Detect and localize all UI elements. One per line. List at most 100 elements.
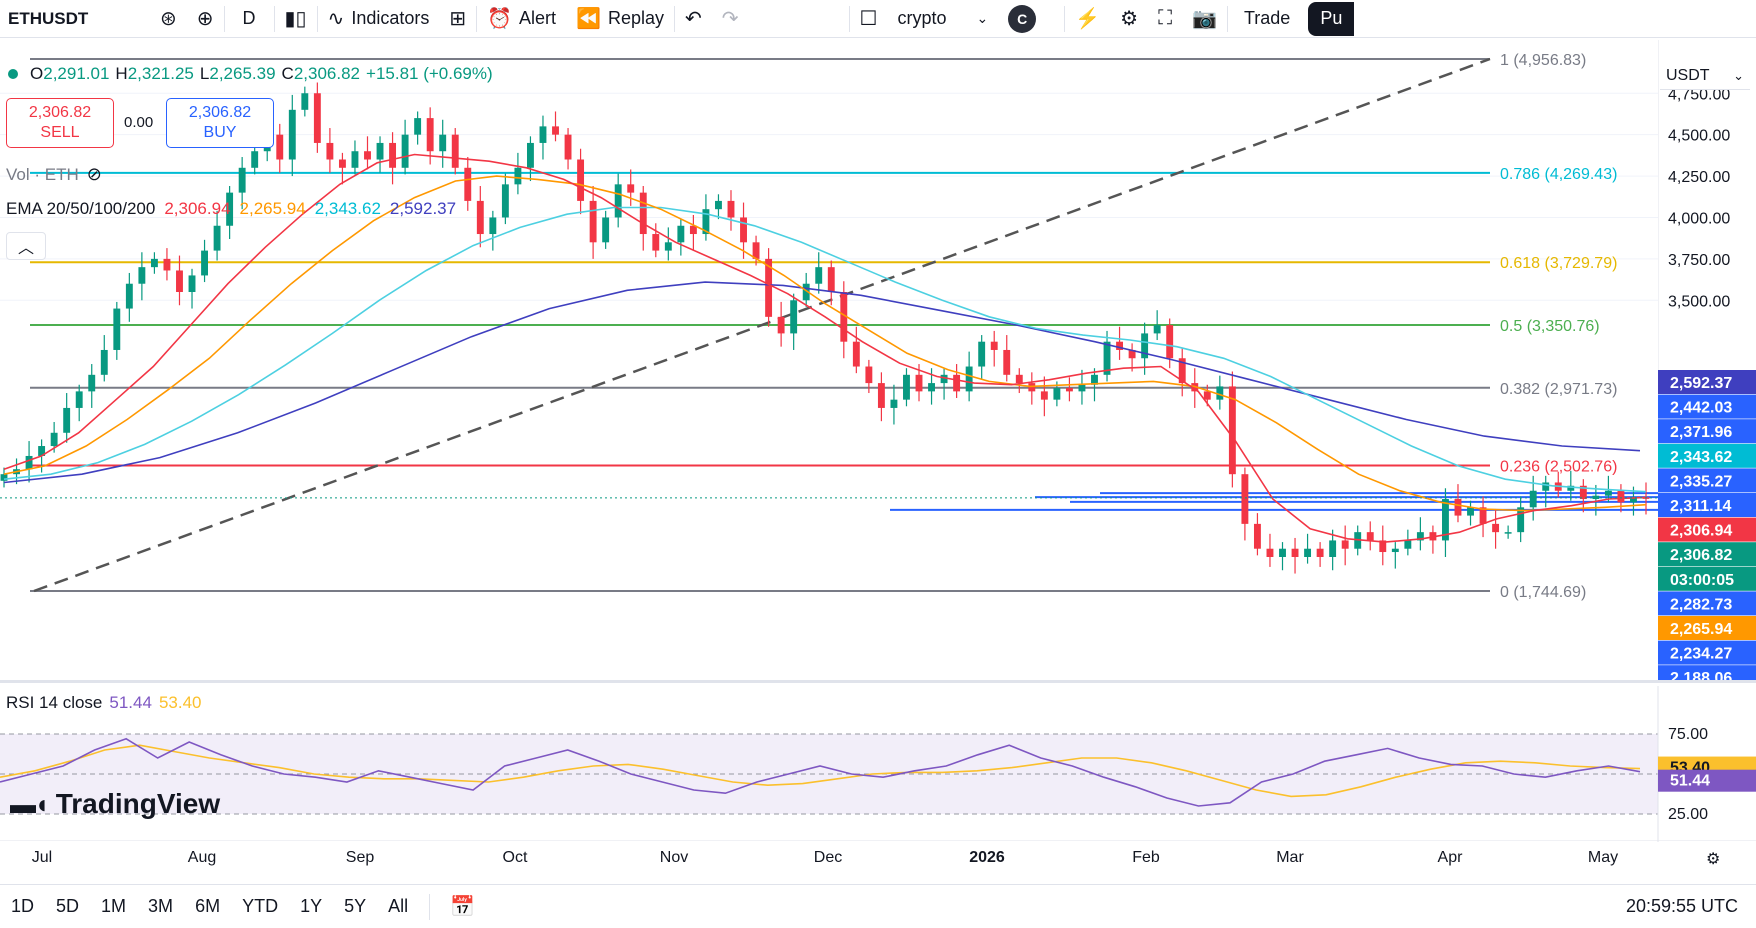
sell-button[interactable]: 2,306.82 SELL: [6, 98, 114, 148]
indicators-icon: ∿: [327, 8, 345, 30]
candle-body: [100, 349, 108, 375]
compare-button[interactable]: ⊛: [150, 0, 187, 38]
candle-body: [1228, 386, 1236, 475]
snapshot-button[interactable]: 📷: [1182, 0, 1227, 38]
range-button-6m[interactable]: 6M: [195, 896, 221, 916]
candle-body: [288, 109, 296, 160]
range-button-ytd[interactable]: YTD: [242, 896, 279, 916]
candle-body: [1341, 540, 1349, 549]
price-tag: [1658, 616, 1756, 640]
collapse-legend-button[interactable]: ︿: [6, 232, 46, 260]
candle-body: [1604, 490, 1612, 496]
candle-body: [1216, 386, 1224, 400]
range-button-3m[interactable]: 3M: [148, 896, 174, 916]
candle-body: [1015, 374, 1023, 384]
spread-value: 0.00: [124, 114, 154, 131]
candle-body: [1379, 540, 1387, 553]
bottom-toolbar: 1D 5D 1M 3M 6M YTD 1Y 5Y All 📅 20:59:55 UTC: [0, 884, 1756, 928]
layout-menu[interactable]: crypto ⌄: [887, 0, 998, 38]
trade-label: Trade: [1243, 8, 1291, 28]
pane-separator[interactable]: [0, 680, 1756, 683]
candle-body: [1141, 333, 1149, 359]
price-tag: [1658, 542, 1756, 567]
range-button-5d[interactable]: 5D: [56, 896, 80, 916]
ema-label: EMA 20/50/100/200: [6, 199, 156, 218]
candle-body: [1266, 548, 1274, 557]
tradingview-logo[interactable]: ▬◖ TradingView: [10, 788, 220, 820]
currency-selector[interactable]: USDT ⌄: [1660, 62, 1750, 90]
range-button-all[interactable]: All: [388, 896, 409, 916]
interval-button[interactable]: D: [225, 0, 274, 38]
candle-body: [238, 167, 246, 193]
trend-line: [33, 57, 1491, 593]
volume-legend[interactable]: Vol · ETH ⊘: [6, 164, 102, 185]
candle-body: [1178, 358, 1186, 384]
eye-hidden-icon[interactable]: ⊘: [86, 164, 102, 184]
publish-label: Pu: [1308, 1, 1355, 36]
range-button-5y[interactable]: 5Y: [344, 896, 367, 916]
range-button-1y[interactable]: 1Y: [300, 896, 323, 916]
candle-body: [577, 159, 585, 201]
rsi-value: 51.44: [109, 693, 152, 712]
candle-body: [1592, 495, 1600, 500]
indicators-button[interactable]: ∿ Indicators: [318, 0, 440, 38]
candle-body: [251, 151, 259, 168]
ema-legend[interactable]: EMA 20/50/100/200 2,306.94 2,265.94 2,34…: [6, 199, 456, 219]
ema20-line: [3, 153, 1647, 543]
range-button-1m[interactable]: 1M: [101, 896, 127, 916]
time-axis[interactable]: Jul Aug Sep Oct Nov Dec 2026 Feb Mar Apr May ⚙: [0, 840, 1756, 874]
price-axis[interactable]: 4,750.00 4,500.00 4,250.00 4,000.00 3,750.00…: [1658, 40, 1756, 680]
templates-button[interactable]: ⊞: [439, 0, 476, 38]
chart-type-button[interactable]: ▮▯: [275, 0, 317, 38]
gear-icon[interactable]: ⚙: [1706, 851, 1720, 868]
clock[interactable]: 20:59:55 UTC: [1625, 896, 1738, 916]
price-tick-label: 4,250.00: [1668, 169, 1730, 186]
rsi-pane[interactable]: 75.00 25.00 53.40 51.44: [0, 684, 1756, 844]
replay-label: Replay: [607, 8, 664, 28]
fullscreen-button[interactable]: ⛶: [1148, 0, 1182, 38]
candle-body: [501, 184, 509, 218]
redo-icon: ↷: [721, 8, 739, 30]
replay-button[interactable]: ⏪ Replay: [566, 0, 674, 38]
publish-button[interactable]: Pu: [1300, 0, 1355, 38]
candle-body: [652, 234, 660, 251]
range-button-1d[interactable]: 1D: [11, 896, 35, 916]
chevron-down-icon: ⌄: [976, 10, 989, 26]
ema50-line: [3, 175, 1647, 512]
chevron-up-icon: ︿: [17, 240, 34, 257]
candle-body: [1253, 523, 1261, 549]
undo-button[interactable]: ↶: [675, 0, 712, 38]
layout-name: crypto: [897, 8, 947, 28]
candle-body: [364, 151, 371, 160]
alert-button[interactable]: ⏰ Alert: [477, 0, 566, 38]
price-tag-label: 2,234.27: [1670, 646, 1732, 663]
price-chart[interactable]: 1 (4,956.83) 0.786 (4,269.43) 0.618 (3,729…: [0, 40, 1658, 680]
candle-body: [727, 200, 735, 218]
settings-button[interactable]: ⚙: [1110, 0, 1148, 38]
camera-icon: 📷: [1192, 8, 1217, 30]
buy-button[interactable]: 2,306.82 BUY: [166, 98, 274, 148]
price-tag: [1658, 640, 1756, 665]
add-symbol-button[interactable]: ⊕: [187, 0, 224, 38]
symbol-search[interactable]: ETHUSDT: [0, 0, 150, 38]
candle-body: [689, 225, 697, 235]
candle-body: [326, 142, 334, 160]
candle-body: [1366, 532, 1374, 541]
redo-button[interactable]: ↷: [712, 0, 749, 38]
candle-body: [50, 432, 58, 447]
candle-body: [150, 258, 158, 268]
candle-body: [865, 366, 873, 384]
toolbar-divider: [476, 5, 478, 32]
price-tick-label: 3,500.00: [1668, 293, 1730, 310]
layout-toggle-button[interactable]: ☐: [850, 0, 888, 38]
date-range-button[interactable]: 📅: [440, 894, 485, 919]
candle-body: [464, 167, 472, 201]
candle-body: [1291, 548, 1299, 557]
trade-button[interactable]: Trade: [1234, 0, 1300, 38]
quick-search-button[interactable]: ⚡: [1065, 0, 1110, 38]
candles-icon: ▮▯: [284, 8, 307, 30]
candle-body: [990, 341, 998, 350]
rsi-legend[interactable]: RSI 14 close 51.44 53.40: [6, 693, 201, 713]
account-button[interactable]: C: [998, 0, 1046, 38]
compare-icon: ⊛: [160, 8, 177, 30]
